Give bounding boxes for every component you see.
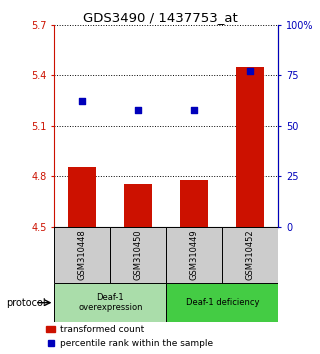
Bar — [236, 67, 264, 227]
Bar — [54, 283, 166, 322]
Point — [80, 99, 85, 104]
Text: GSM310452: GSM310452 — [246, 229, 255, 280]
Bar — [180, 180, 208, 227]
Bar — [54, 227, 110, 283]
Text: GDS3490 / 1437753_at: GDS3490 / 1437753_at — [83, 11, 237, 24]
Text: protocol: protocol — [6, 298, 46, 308]
Bar — [124, 184, 152, 227]
Bar — [166, 283, 278, 322]
Text: Deaf-1
overexpression: Deaf-1 overexpression — [78, 293, 143, 312]
Text: GSM310448: GSM310448 — [78, 229, 87, 280]
Text: GSM310450: GSM310450 — [134, 229, 143, 280]
Point — [136, 107, 141, 112]
Point — [248, 68, 253, 74]
Bar — [166, 227, 222, 283]
Text: Deaf-1 deficiency: Deaf-1 deficiency — [186, 298, 259, 307]
Bar — [110, 227, 166, 283]
Legend: transformed count, percentile rank within the sample: transformed count, percentile rank withi… — [46, 325, 213, 348]
Bar — [222, 227, 278, 283]
Bar — [68, 167, 96, 227]
Text: GSM310449: GSM310449 — [190, 229, 199, 280]
Point — [192, 107, 197, 112]
